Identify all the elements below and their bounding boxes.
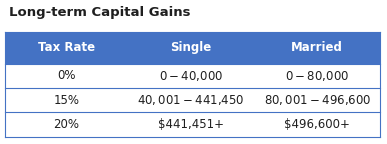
Text: 20%: 20% bbox=[53, 118, 79, 131]
Text: $441,451+: $441,451+ bbox=[158, 118, 224, 131]
FancyBboxPatch shape bbox=[5, 32, 380, 64]
Text: $496,600+: $496,600+ bbox=[284, 118, 350, 131]
Text: Long-term Capital Gains: Long-term Capital Gains bbox=[9, 6, 190, 19]
FancyBboxPatch shape bbox=[5, 88, 380, 112]
Text: $0 - $40,000: $0 - $40,000 bbox=[159, 69, 223, 83]
Text: 15%: 15% bbox=[53, 94, 79, 107]
Text: 0%: 0% bbox=[57, 69, 76, 82]
Text: Single: Single bbox=[170, 41, 212, 54]
Text: $40,001 - $441,450: $40,001 - $441,450 bbox=[137, 93, 245, 107]
FancyBboxPatch shape bbox=[5, 64, 380, 88]
Text: Tax Rate: Tax Rate bbox=[38, 41, 95, 54]
Text: $80,001 - $496,600: $80,001 - $496,600 bbox=[264, 93, 371, 107]
FancyBboxPatch shape bbox=[5, 112, 380, 137]
Text: $0 - $80,000: $0 - $80,000 bbox=[285, 69, 349, 83]
Text: Married: Married bbox=[291, 41, 343, 54]
